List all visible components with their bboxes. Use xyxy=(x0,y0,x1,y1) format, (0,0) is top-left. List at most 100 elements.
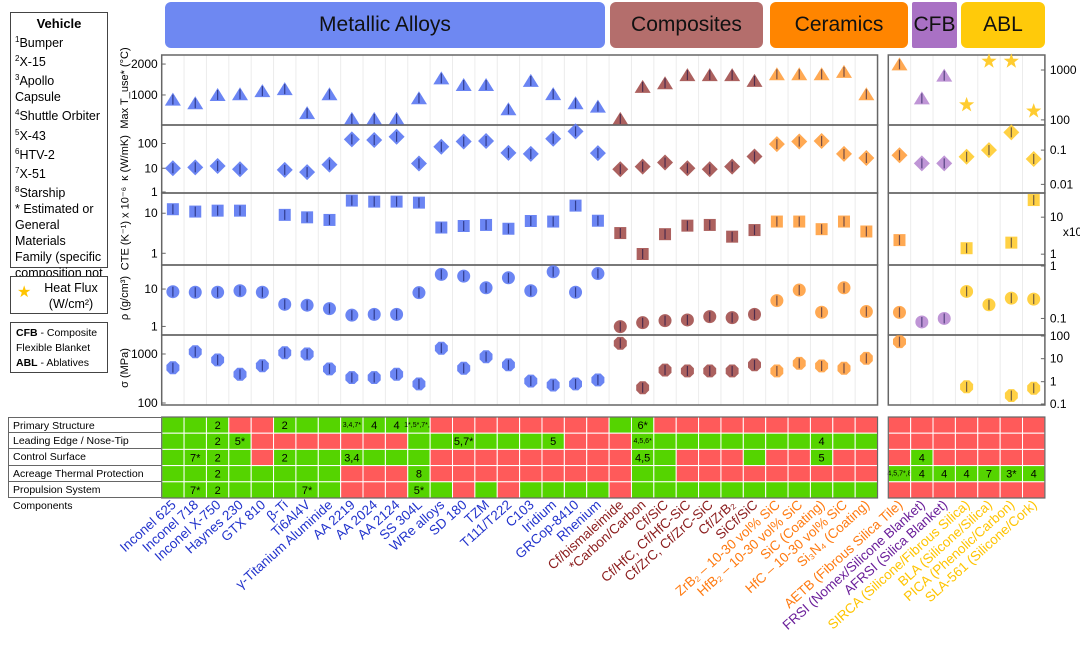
data-point-triangle xyxy=(366,111,383,125)
table-cell-suitable xyxy=(910,448,934,467)
table-cell-unsuitable xyxy=(541,465,565,483)
data-point-square xyxy=(233,204,246,217)
tick-label: 100 xyxy=(1050,113,1070,127)
data-point-square xyxy=(412,196,425,209)
table-cell-suitable xyxy=(295,465,319,483)
table-cell-unsuitable xyxy=(384,481,409,499)
cfb-text: - Composite Flexible Blanket xyxy=(16,327,98,354)
table-cell-unsuitable xyxy=(698,416,722,434)
data-point-octagon xyxy=(502,358,515,372)
table-cell-unsuitable xyxy=(720,448,744,467)
unit-note: x10⁻⁶ xyxy=(1063,225,1080,239)
data-point-octagon xyxy=(166,361,180,375)
table-cell-suitable xyxy=(809,481,834,499)
table-cell-unsuitable xyxy=(1022,432,1046,450)
table-cell-unsuitable xyxy=(809,416,834,434)
data-point-triangle xyxy=(455,78,472,92)
table-cell-note: 4,5,6* xyxy=(634,438,653,445)
tick-label: 1 xyxy=(151,185,158,199)
data-point-circle xyxy=(937,311,951,325)
x-tick-label: Cf/ZrC, Cf/ZrC-SiC xyxy=(622,497,716,584)
vehicle-item: 3Apollo Capsule xyxy=(15,70,103,105)
x-tick-label: TZM xyxy=(461,497,492,527)
vehicle-item: 6HTV-2 xyxy=(15,144,103,163)
table-cell-suitable xyxy=(250,465,275,483)
table-cell-suitable xyxy=(161,465,185,483)
table-cell-unsuitable xyxy=(563,416,588,434)
table-cell-unsuitable xyxy=(854,416,879,434)
data-point-triangle xyxy=(891,57,908,71)
x-tick-label: AA 2124 xyxy=(355,497,403,543)
table-cell-suitable xyxy=(742,432,767,450)
x-tick-label: Rhenium xyxy=(554,497,604,544)
table-cell-unsuitable xyxy=(273,432,297,450)
data-point-diamond xyxy=(1003,124,1020,141)
data-point-circle xyxy=(524,284,538,298)
table-cell-suitable xyxy=(854,432,879,450)
vehicle-list: 1Bumper 2X-15 3Apollo Capsule 4Shuttle Orbi… xyxy=(15,32,103,201)
table-cell-suitable xyxy=(474,432,498,450)
data-point-square xyxy=(211,204,224,217)
x-tick-label: *Carbon/Carbon xyxy=(566,497,649,573)
subplot-frame xyxy=(887,264,1046,336)
table-cell-suitable xyxy=(519,432,543,450)
x-tick-label: SiCf/SiC xyxy=(713,497,761,542)
table-cell-suitable xyxy=(205,448,230,467)
tick-label: 1 xyxy=(1050,247,1057,261)
table-row-label-propulsion: Propulsion System Components xyxy=(8,481,163,512)
table-cell-suitable xyxy=(586,481,610,499)
table-cell-suitable xyxy=(295,416,319,434)
table-cell-suitable xyxy=(384,416,409,434)
table-cell-unsuitable xyxy=(586,432,610,450)
data-point-triangle xyxy=(835,64,852,78)
data-point-triangle xyxy=(589,99,606,113)
tick-label: 1 xyxy=(151,246,158,260)
data-point-diamond xyxy=(634,158,651,175)
table-cell-note: 2 xyxy=(215,485,221,497)
table-cell-unsuitable xyxy=(999,481,1024,499)
data-point-octagon xyxy=(255,359,269,373)
data-point-triangle xyxy=(913,91,930,105)
table-cell-suitable xyxy=(183,448,207,467)
data-point-octagon xyxy=(569,377,582,391)
table-cell-suitable xyxy=(720,481,744,499)
tick-label: 1 xyxy=(151,319,158,333)
table-cell-unsuitable xyxy=(496,448,521,467)
table-cell-unsuitable xyxy=(999,432,1024,450)
data-point-triangle xyxy=(209,87,226,101)
table-cell-unsuitable xyxy=(765,448,789,467)
tick-label: 0.1 xyxy=(1050,397,1067,411)
data-point-star xyxy=(1003,53,1019,68)
table-cell-note: 8 xyxy=(416,469,422,481)
tick-label: 10 xyxy=(144,282,158,296)
data-point-diamond xyxy=(522,145,539,162)
data-point-square xyxy=(278,208,291,221)
table-cell-suitable xyxy=(809,432,834,450)
data-point-circle xyxy=(1004,291,1018,305)
data-point-square xyxy=(815,223,828,236)
abbreviation-legend: CFB - Composite Flexible Blanket ABL - A… xyxy=(10,322,108,373)
table-cell-unsuitable xyxy=(541,416,565,434)
x-tick-label: SLA-561 (Silicone/Cork) xyxy=(922,497,1040,605)
data-point-star xyxy=(959,96,975,112)
vehicle-name: HTV-2 xyxy=(19,147,55,162)
table-cell-suitable xyxy=(407,448,431,467)
table-cell-unsuitable xyxy=(340,432,364,450)
table-cell-note: 5,7* xyxy=(454,436,474,448)
tick-label: 10 xyxy=(1050,352,1064,366)
vehicle-number: 7 xyxy=(15,165,20,175)
data-point-octagon xyxy=(725,364,739,378)
table-cell-unsuitable xyxy=(854,465,879,483)
table-cell-unsuitable xyxy=(977,448,1001,467)
table-frame xyxy=(887,416,1046,499)
data-point-square xyxy=(189,205,202,218)
table-cell-note: 2 xyxy=(215,420,221,432)
table-cell-suitable xyxy=(183,416,207,434)
table-cell-unsuitable xyxy=(977,432,1001,450)
table-cell-note: 5* xyxy=(235,436,246,448)
table-frame xyxy=(161,416,879,499)
x-tick-label: C103 xyxy=(503,497,537,530)
table-row-label-leading-edge: Leading Edge / Nose-Tip xyxy=(8,433,163,450)
x-tick-label: T111/T222 xyxy=(457,497,514,551)
table-cell-note: 7* xyxy=(190,452,201,464)
